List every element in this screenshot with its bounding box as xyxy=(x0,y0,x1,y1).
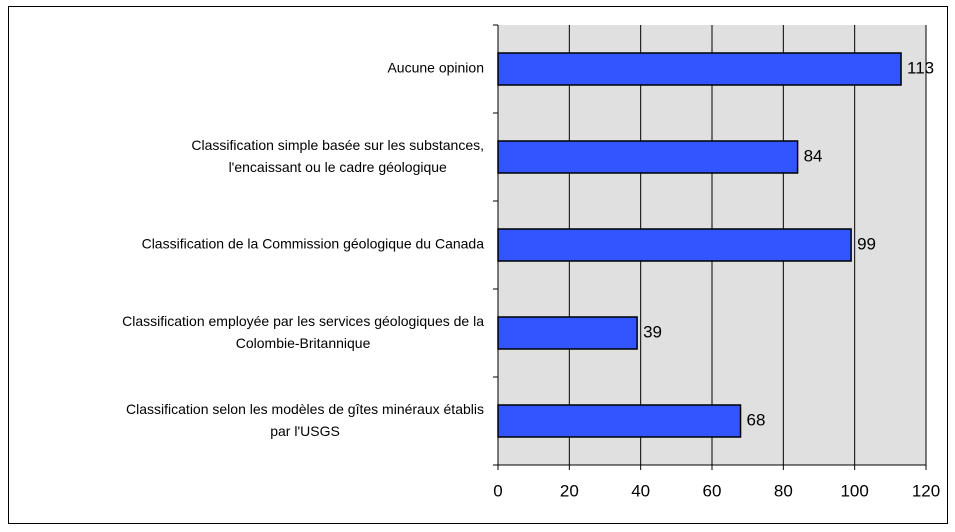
value-label: 39 xyxy=(643,322,662,341)
bar xyxy=(497,316,638,350)
value-label: 68 xyxy=(747,410,766,429)
x-tick-label: 100 xyxy=(840,481,868,500)
x-tick-label: 0 xyxy=(493,481,502,500)
x-tick-label: 20 xyxy=(560,481,579,500)
y-tick-label: Classification employée par les services… xyxy=(122,313,484,351)
y-tick-label: Classification de la Commission géologiq… xyxy=(142,236,485,252)
value-label: 99 xyxy=(857,234,876,253)
y-tick-label: Classification selon les modèles de gîte… xyxy=(126,401,484,439)
value-label: 113 xyxy=(907,58,934,77)
x-tick-label: 40 xyxy=(631,481,650,500)
x-tick-label: 60 xyxy=(703,481,722,500)
bar xyxy=(497,52,902,86)
bar xyxy=(497,404,742,438)
bar xyxy=(497,228,852,262)
y-tick-label: Aucune opinion xyxy=(387,60,484,76)
value-label: 84 xyxy=(804,146,823,165)
y-tick-label: Classification simple basée sur les subs… xyxy=(191,137,484,175)
bar xyxy=(497,140,799,174)
x-tick-label: 120 xyxy=(912,481,940,500)
x-tick-label: 80 xyxy=(774,481,793,500)
